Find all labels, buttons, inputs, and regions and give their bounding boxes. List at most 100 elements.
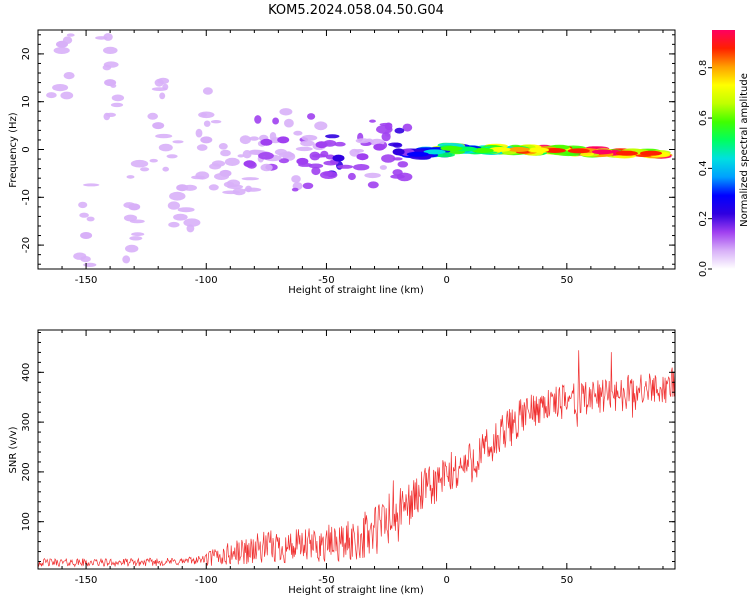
snr-x-tick-label: 50 — [560, 575, 573, 586]
spectrogram-cell — [260, 138, 273, 146]
spectrogram-cell — [284, 118, 294, 128]
spectrogram-y-ticks: -20 -10 0 10 20 — [21, 34, 675, 265]
spectrogram-cell — [243, 160, 256, 168]
spectrogram-cell — [591, 149, 614, 155]
spectrogram-y-tick-label: 0 — [21, 146, 32, 152]
spectrogram-cell — [311, 166, 321, 176]
spectrogram-cell — [381, 154, 396, 163]
spectrogram-x-tick-label: -50 — [318, 275, 334, 286]
spectrogram-cell — [130, 159, 149, 168]
spectrogram-cell — [147, 112, 158, 120]
spectrogram-cell — [102, 64, 112, 71]
spectrogram-cell — [301, 134, 318, 141]
spectrogram-cell — [249, 136, 259, 141]
snr-x-tick-label: 0 — [443, 575, 449, 586]
spectrogram-cell — [110, 102, 124, 108]
spectrogram-cell — [46, 92, 57, 99]
spectrogram-cell — [239, 135, 251, 145]
spectrogram-cell — [129, 219, 145, 224]
spectrogram-cell — [392, 169, 403, 176]
spectrogram-cell — [320, 171, 338, 179]
spectrogram-cell — [219, 169, 232, 177]
spectrogram-cell — [56, 40, 68, 48]
spectrogram-cell — [224, 157, 240, 166]
spectrogram-cells — [46, 2, 673, 267]
spectrogram-cell — [367, 181, 379, 189]
spectrogram-cell — [296, 157, 309, 165]
spectrogram-cell — [52, 2, 59, 7]
spectrogram-cell — [220, 149, 231, 157]
spectrogram-cell — [166, 154, 178, 159]
spectrogram-cell — [291, 175, 301, 183]
spectrogram-cell — [222, 190, 241, 195]
spectrogram-cell — [198, 111, 215, 119]
spectrogram-cell — [402, 123, 413, 132]
spectrogram-y-tick-label: -10 — [21, 189, 32, 205]
colorbar-tick-label: 0.6 — [698, 110, 709, 126]
spectrogram-cell — [208, 184, 219, 191]
spectrogram-cell — [307, 113, 316, 120]
spectrogram-cell — [567, 148, 590, 154]
snr-x-tick-label: -150 — [75, 575, 98, 586]
spectrogram-cell — [173, 213, 188, 221]
spectrogram-cell — [210, 120, 222, 124]
spectrogram-cell — [272, 117, 279, 125]
spectrogram-cell — [203, 120, 211, 127]
spectrogram-cell — [80, 232, 93, 239]
spectrogram-cell — [260, 163, 273, 172]
spectrogram-cell — [103, 33, 113, 41]
spectrogram-cell — [248, 149, 261, 155]
spectrogram-cell — [295, 146, 313, 152]
spectrogram-cell — [349, 148, 360, 157]
snr-x-label: Height of straight line (km) — [288, 585, 424, 596]
spectrogram-cell — [388, 142, 402, 147]
spectrogram-cell — [237, 154, 245, 158]
spectrogram-cell — [63, 72, 75, 80]
spectrogram-cell — [169, 191, 186, 201]
spectrogram-cell — [406, 151, 429, 157]
spectrogram-cell — [615, 150, 638, 156]
colorbar-label: Normalized spectral amplitude — [739, 73, 750, 227]
colorbar-tick-label: 0.0 — [698, 261, 709, 277]
spectrogram-cell — [311, 153, 327, 158]
spectrogram-cell — [52, 84, 69, 92]
spectrogram-cell — [200, 136, 213, 144]
spectrogram-cell — [60, 91, 74, 100]
spectrogram-y-tick-label: 20 — [21, 48, 32, 61]
spectrogram-cell — [195, 128, 203, 138]
spectrogram-cell — [176, 184, 189, 192]
spectrogram-cell — [423, 149, 446, 155]
spectrogram-cell — [379, 165, 387, 170]
snr-x-tick-label: -100 — [195, 575, 218, 586]
spectrogram-x-tick-label: -100 — [195, 275, 218, 286]
spectrogram-cell — [78, 201, 88, 209]
spectrogram-cell — [152, 122, 165, 130]
spectrogram-cell — [355, 138, 370, 144]
spectrogram-cell — [177, 207, 195, 213]
spectrogram-cell — [86, 216, 95, 222]
spectrogram-cell — [293, 130, 303, 136]
spectrogram-cell — [347, 172, 356, 181]
spectrogram-cell — [223, 181, 235, 188]
spectrogram-cell — [83, 183, 100, 187]
snr-y-tick-label: 200 — [21, 462, 32, 481]
snr-y-tick-label: 400 — [21, 363, 32, 382]
spectrogram-cell — [356, 153, 369, 161]
spectrogram-cell — [103, 112, 111, 121]
spectrogram-cell — [122, 255, 131, 264]
spectrogram-cell — [151, 87, 168, 91]
snr-x-ticks: -150 -100 -50 0 50 — [37, 330, 664, 586]
spectrogram-cell — [392, 148, 405, 156]
spectrogram-y-label: Frequency (Hz) — [8, 112, 19, 188]
spectrogram-cell — [111, 94, 125, 102]
snr-y-label: SNR (v/v) — [8, 426, 19, 473]
spectrogram-y-tick-label: 10 — [21, 95, 32, 108]
spectrogram-cell — [543, 148, 566, 153]
spectrogram-cell — [254, 115, 262, 124]
spectrogram-cell — [314, 121, 328, 131]
spectrogram-cell — [258, 152, 274, 160]
spectrogram-cell — [79, 212, 89, 218]
spectrogram-cell — [440, 146, 463, 151]
spectrogram-cell — [373, 143, 386, 151]
